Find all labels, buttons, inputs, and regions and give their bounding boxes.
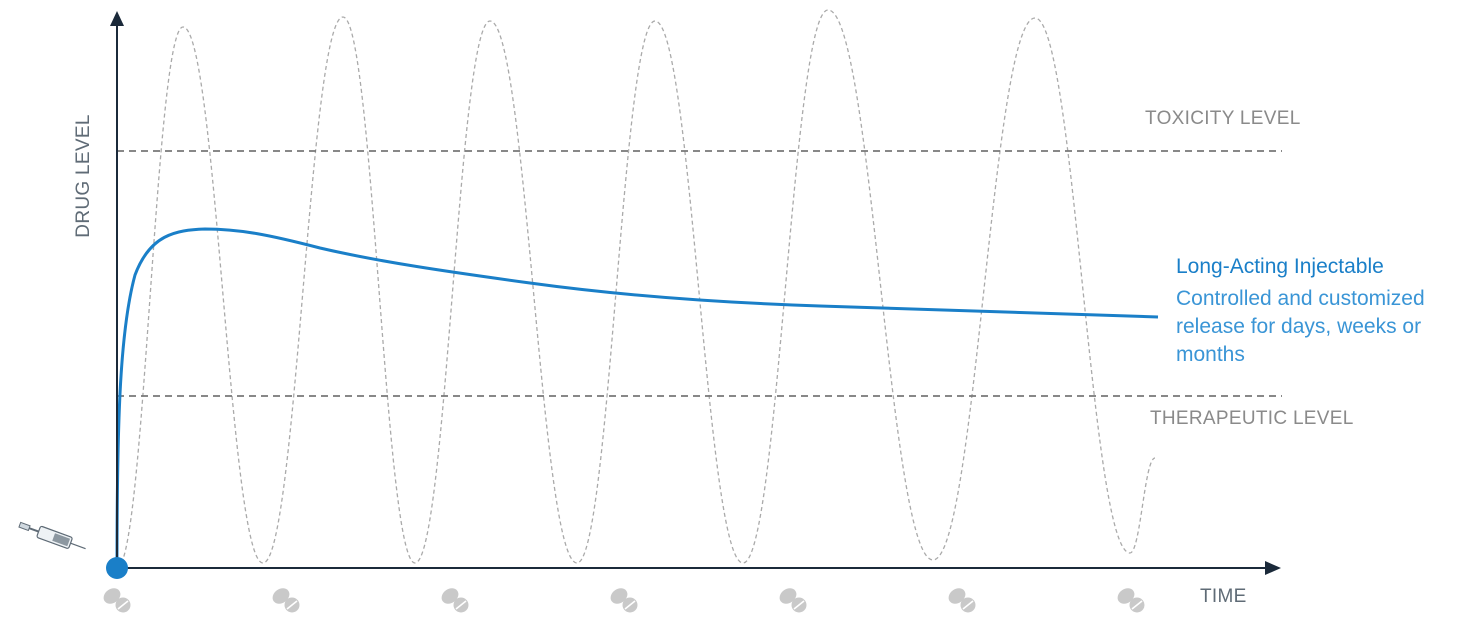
therapeutic-level-label: THERAPEUTIC LEVEL bbox=[1150, 408, 1354, 429]
pill-capsule-shape bbox=[103, 588, 121, 604]
lai-curve bbox=[115, 227, 1159, 569]
pill-icon bbox=[948, 588, 976, 613]
syringe-plunger-rod bbox=[28, 527, 39, 533]
pill-icon bbox=[779, 588, 807, 613]
toxicity-level-label: TOXICITY LEVEL bbox=[1145, 108, 1301, 129]
pill-capsule-shape bbox=[272, 588, 290, 604]
syringe-fluid bbox=[52, 533, 71, 547]
lai-series-name: Long-Acting Injectable bbox=[1176, 255, 1384, 278]
pill-icon bbox=[103, 588, 131, 613]
pill-score-line bbox=[117, 600, 129, 610]
oscillating-dose-curve bbox=[116, 9, 1156, 569]
syringe-needle bbox=[70, 542, 86, 550]
pill-capsule-shape bbox=[610, 588, 628, 604]
syringe-icon bbox=[18, 521, 86, 550]
y-axis-label: DRUG LEVEL bbox=[73, 114, 94, 238]
pill-score-line bbox=[1131, 600, 1143, 610]
pill-score-line bbox=[793, 600, 805, 610]
pill-capsule-shape bbox=[441, 588, 459, 604]
reference-lines-group bbox=[117, 150, 1282, 397]
syringe-plunger-handle bbox=[18, 521, 31, 532]
pill-capsule-shape bbox=[948, 588, 966, 604]
lai-series-description: Controlled and customized release for da… bbox=[1176, 287, 1425, 366]
pill-icon bbox=[610, 588, 638, 613]
x-axis-arrow bbox=[1265, 561, 1281, 575]
pill-capsule-shape bbox=[779, 588, 797, 604]
oscillation-curve-group bbox=[116, 9, 1156, 569]
pill-icons-group bbox=[103, 588, 1145, 613]
pill-icon bbox=[441, 588, 469, 613]
x-axis-label: TIME bbox=[1200, 586, 1247, 607]
pill-score-line bbox=[286, 600, 298, 610]
pill-capsule-shape bbox=[1117, 588, 1135, 604]
pill-icon bbox=[272, 588, 300, 613]
axes-group bbox=[106, 11, 1281, 579]
syringe-body-group bbox=[18, 521, 86, 550]
origin-dot bbox=[106, 557, 128, 579]
pill-score-line bbox=[962, 600, 974, 610]
lai-curve-group bbox=[115, 227, 1159, 569]
y-axis-arrow bbox=[110, 11, 124, 26]
pill-score-line bbox=[624, 600, 636, 610]
pill-icon bbox=[1117, 588, 1145, 613]
pill-score-line bbox=[455, 600, 467, 610]
